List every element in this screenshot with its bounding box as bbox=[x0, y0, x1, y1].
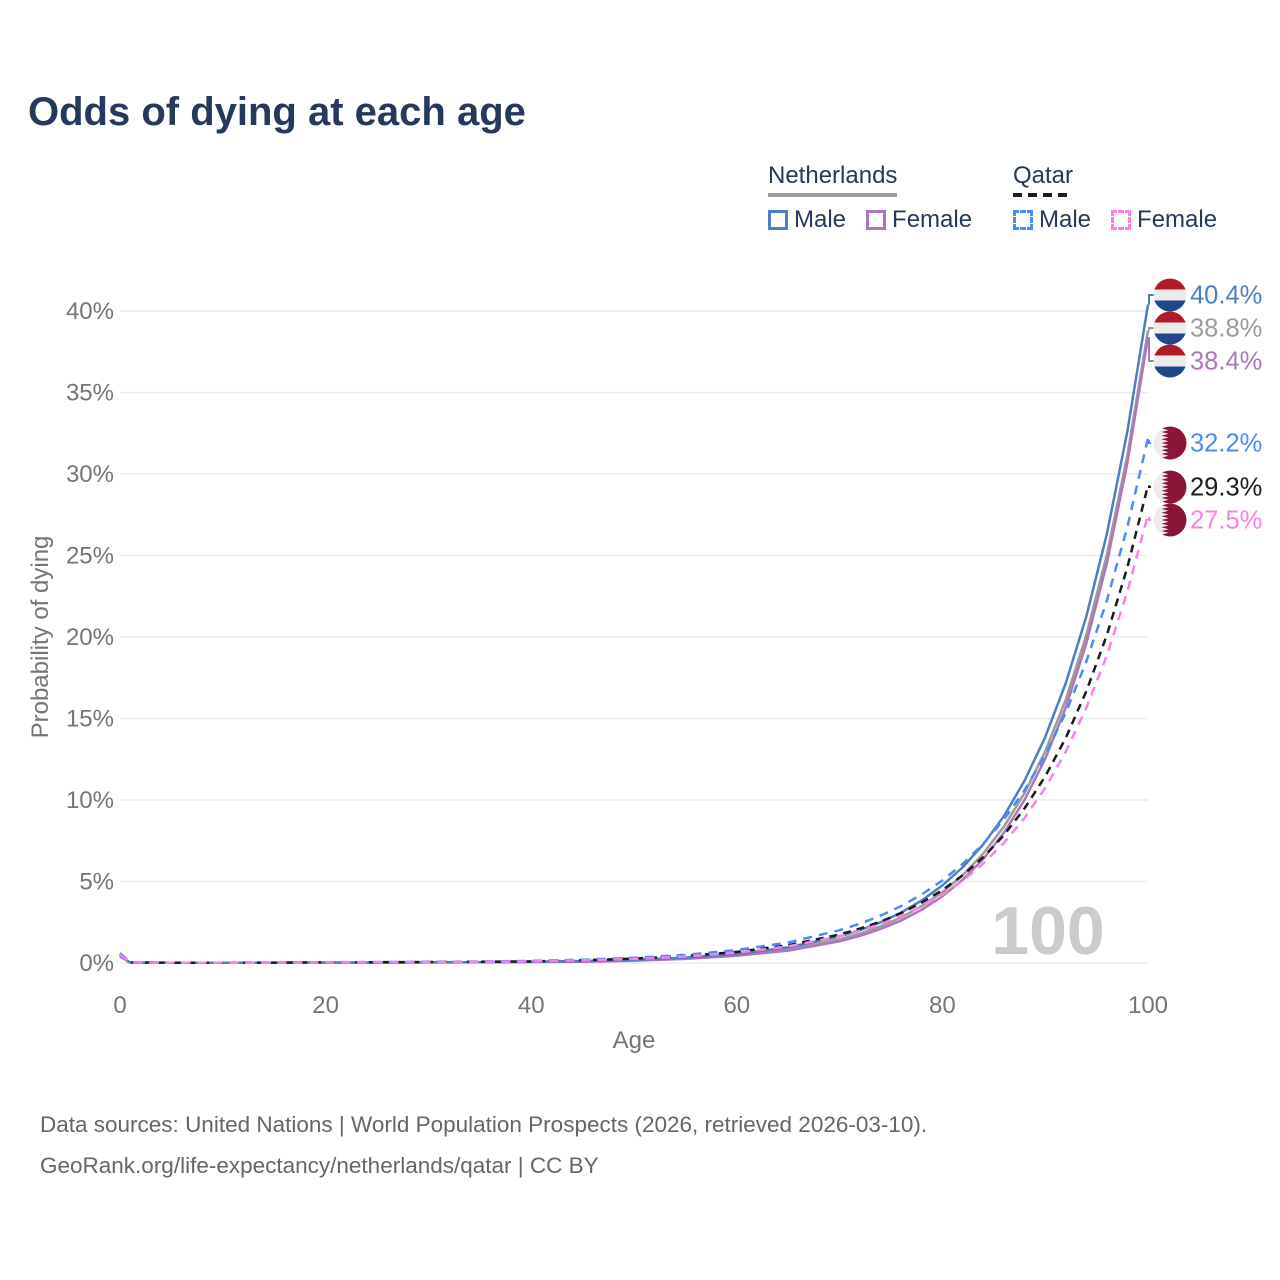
legend-country-netherlands[interactable]: Netherlands bbox=[768, 162, 898, 197]
qatar-female-swatch-icon bbox=[1111, 210, 1132, 230]
data-sources-line: Data sources: United Nations | World Pop… bbox=[40, 1112, 928, 1137]
series-line-qatar-all[interactable] bbox=[119, 485, 1150, 964]
flag-qatar-icon bbox=[1153, 503, 1187, 537]
end-label-netherlands-female: 38.4% bbox=[1148, 337, 1262, 378]
hovered-age-watermark: 100 bbox=[991, 893, 1104, 969]
x-tick-label: 0 bbox=[113, 992, 126, 1019]
end-label-value: 27.5% bbox=[1190, 507, 1262, 535]
y-tick-label: 5% bbox=[79, 869, 114, 896]
legend-country-qatar-label: Qatar bbox=[1013, 162, 1074, 189]
end-label-value: 32.2% bbox=[1190, 430, 1262, 458]
netherlands-female-swatch-icon bbox=[866, 210, 887, 230]
x-tick-label: 40 bbox=[518, 992, 545, 1019]
legend-country-netherlands-label: Netherlands bbox=[768, 162, 898, 189]
chart-footer: Data sources: United Nations | World Pop… bbox=[40, 1104, 927, 1186]
x-tick-label: 80 bbox=[929, 992, 956, 1019]
x-tick-label: 100 bbox=[1128, 992, 1168, 1019]
attribution-line: GeoRank.org/life-expectancy/netherlands/… bbox=[40, 1153, 599, 1178]
flag-netherlands-icon bbox=[1153, 311, 1187, 345]
end-label-value: 38.4% bbox=[1190, 348, 1262, 376]
legend-item-label: Female bbox=[892, 206, 973, 233]
y-tick-label: 10% bbox=[66, 787, 114, 814]
legend-group-qatar: Qatar Male Female bbox=[1013, 162, 1217, 234]
end-label-value: 40.4% bbox=[1190, 282, 1262, 310]
series-line-netherlands-male[interactable] bbox=[119, 304, 1150, 965]
end-label-qatar-female: 27.5% bbox=[1148, 503, 1262, 537]
legend-item-qatar-female[interactable]: Female bbox=[1111, 206, 1217, 234]
legend-netherlands-linestyle-swatch bbox=[768, 193, 898, 197]
y-tick-label: 40% bbox=[66, 298, 114, 325]
flag-qatar-icon bbox=[1153, 426, 1187, 460]
legend-country-qatar[interactable]: Qatar bbox=[1013, 162, 1074, 197]
legend-item-netherlands-female[interactable]: Female bbox=[866, 206, 972, 234]
flag-qatar-icon bbox=[1153, 470, 1187, 504]
y-tick-label: 15% bbox=[66, 706, 114, 733]
end-label-value: 29.3% bbox=[1190, 474, 1262, 502]
netherlands-male-swatch-icon bbox=[768, 210, 788, 230]
y-axis-title: Probability of dying bbox=[27, 536, 54, 739]
chart-title: Odds of dying at each age bbox=[28, 90, 526, 134]
legend-item-netherlands-male[interactable]: Male bbox=[768, 206, 846, 234]
y-tick-label: 0% bbox=[79, 950, 114, 977]
series-line-netherlands-female[interactable] bbox=[119, 336, 1150, 965]
legend-item-qatar-male[interactable]: Male bbox=[1013, 206, 1091, 234]
end-label-qatar-male: 32.2% bbox=[1148, 426, 1262, 460]
series-line-qatar-male[interactable] bbox=[119, 437, 1150, 964]
y-tick-label: 25% bbox=[66, 543, 114, 570]
series-line-netherlands-all[interactable] bbox=[119, 330, 1150, 965]
y-tick-label: 30% bbox=[66, 461, 114, 488]
y-tick-label: 35% bbox=[66, 380, 114, 407]
y-tick-label: 20% bbox=[66, 624, 114, 651]
x-tick-label: 20 bbox=[312, 992, 339, 1019]
end-label-netherlands-all: 38.8% bbox=[1148, 311, 1262, 345]
legend-item-label: Male bbox=[1039, 206, 1092, 233]
series-line-qatar-female[interactable] bbox=[119, 514, 1150, 965]
flag-netherlands-icon bbox=[1153, 344, 1187, 378]
x-axis-title: Age bbox=[613, 1027, 656, 1054]
legend-qatar-linestyle-swatch bbox=[1013, 193, 1074, 197]
x-tick-label: 60 bbox=[723, 992, 750, 1019]
legend-item-label: Male bbox=[794, 206, 847, 233]
end-label-qatar-all: 29.3% bbox=[1148, 470, 1262, 504]
qatar-male-swatch-icon bbox=[1013, 210, 1033, 230]
legend-group-netherlands: Netherlands Male Female bbox=[768, 162, 972, 234]
flag-netherlands-icon bbox=[1153, 278, 1187, 312]
end-label-value: 38.8% bbox=[1190, 315, 1262, 343]
legend-item-label: Female bbox=[1137, 206, 1218, 233]
end-label-netherlands-male: 40.4% bbox=[1148, 278, 1262, 312]
